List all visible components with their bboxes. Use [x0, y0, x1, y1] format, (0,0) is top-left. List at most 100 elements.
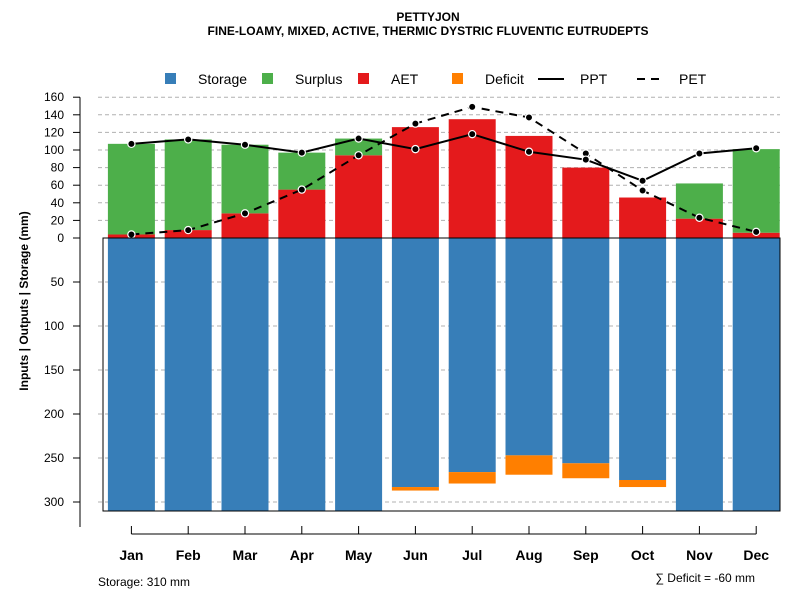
- surplus-bar: [164, 139, 212, 231]
- y-tick-label: 60: [51, 178, 65, 192]
- pet-point: [468, 102, 477, 112]
- ppt-point: [638, 176, 647, 185]
- pet-point: [297, 185, 306, 194]
- deficit-bar: [505, 455, 553, 475]
- storage-bar: [164, 238, 212, 511]
- storage-bar: [107, 238, 155, 511]
- storage-bar: [505, 238, 553, 456]
- x-tick-label-jul: Jul: [462, 547, 482, 563]
- ppt-point: [581, 155, 591, 164]
- aet-bar: [675, 218, 723, 238]
- surplus-legend-swatch: [262, 73, 273, 84]
- surplus-bar: [335, 138, 383, 156]
- x-tick-label-oct: Oct: [631, 547, 655, 563]
- aet-bar: [562, 167, 610, 238]
- pet-legend-label: PET: [679, 71, 707, 87]
- storage-bar: [335, 238, 383, 511]
- surplus-bar: [221, 144, 269, 214]
- deficit-legend-label: Deficit: [485, 71, 524, 87]
- aet-bar: [619, 197, 667, 238]
- chart-subtitle: FINE-LOAMY, MIXED, ACTIVE, THERMIC DYSTR…: [208, 24, 649, 38]
- ppt-point: [127, 139, 136, 149]
- ppt-point: [240, 140, 250, 149]
- storage-bar: [619, 238, 667, 480]
- ppt-point: [695, 149, 704, 158]
- aet-bar: [391, 127, 439, 238]
- aet-legend-label: AET: [391, 71, 419, 87]
- x-tick-label-feb: Feb: [176, 547, 201, 563]
- y-tick-label: 80: [51, 161, 65, 175]
- pet-point: [183, 225, 193, 235]
- x-tick-label-jan: Jan: [119, 547, 143, 563]
- y-tick-label: 160: [44, 90, 64, 104]
- x-tick-label-mar: Mar: [233, 547, 258, 563]
- y-tick-label: 120: [44, 125, 64, 139]
- x-tick-label-may: May: [345, 547, 372, 563]
- aet-legend-swatch: [358, 73, 369, 84]
- y-tick-label: 40: [51, 196, 65, 210]
- surplus-bar: [107, 143, 155, 235]
- axes: 0 20 40 60 80 100 120 140 160 50 100 150 200 250 300 Ja…: [44, 90, 781, 563]
- deficit-bar: [562, 463, 610, 479]
- storage-bar: [448, 238, 496, 473]
- ppt-point: [354, 134, 363, 143]
- ppt-legend-label: PPT: [580, 71, 608, 87]
- pet-point: [524, 113, 534, 122]
- storage-bar: [278, 238, 326, 511]
- y-tick-label: 300: [44, 495, 64, 509]
- storage-legend-swatch: [165, 73, 176, 84]
- surplus-bar: [732, 149, 780, 233]
- ppt-point: [524, 147, 534, 156]
- x-tick-label-jun: Jun: [403, 547, 428, 563]
- y-tick-label: 140: [44, 108, 64, 122]
- pet-point: [411, 119, 420, 128]
- surplus-bar: [278, 152, 326, 190]
- storage-bar: [221, 238, 269, 511]
- pet-point: [638, 186, 647, 195]
- x-tick-label-nov: Nov: [686, 547, 713, 563]
- pet-point: [354, 151, 363, 160]
- chart-title: PETTYJON: [396, 10, 459, 24]
- y-tick-label: 200: [44, 407, 64, 421]
- ppt-point: [297, 148, 306, 157]
- deficit-legend-swatch: [452, 73, 463, 84]
- aet-bar: [278, 189, 326, 238]
- bars: [107, 119, 780, 511]
- deficit-bar: [448, 472, 496, 484]
- pet-point: [240, 209, 250, 218]
- surplus-legend-label: Surplus: [295, 71, 342, 87]
- storage-bar: [391, 238, 439, 488]
- y-axis-label: Inputs | Outputs | Storage (mm): [17, 211, 31, 390]
- deficit-footnote: ∑ Deficit = -60 mm: [655, 571, 755, 585]
- pet-point: [752, 227, 761, 237]
- y-tick-label: 150: [44, 363, 64, 377]
- ppt-point: [752, 144, 761, 153]
- x-tick-label-aug: Aug: [515, 547, 542, 563]
- storage-legend-label: Storage: [198, 71, 247, 87]
- surplus-bar: [675, 183, 723, 219]
- y-tick-label: 250: [44, 451, 64, 465]
- pet-point: [695, 213, 704, 222]
- pet-point: [127, 230, 136, 239]
- y-tick-label: 100: [44, 319, 64, 333]
- y-tick-label: 100: [44, 143, 64, 157]
- pet-line: [131, 105, 757, 236]
- x-tick-label-apr: Apr: [290, 547, 315, 563]
- x-tick-label-sep: Sep: [573, 547, 599, 563]
- storage-footnote: Storage: 310 mm: [98, 575, 190, 589]
- deficit-bar: [391, 487, 439, 491]
- aet-bar: [335, 155, 383, 238]
- storage-bar: [675, 238, 723, 511]
- ppt-point: [411, 144, 420, 154]
- lines: [127, 102, 761, 239]
- storage-bar: [732, 238, 780, 511]
- y-tick-label: 50: [51, 275, 65, 289]
- deficit-bar: [619, 480, 667, 488]
- ppt-line: [131, 133, 757, 182]
- ppt-point: [183, 135, 193, 144]
- y-tick-label: 20: [51, 213, 65, 227]
- y-tick-label: 0: [57, 231, 64, 245]
- legend: Storage Surplus AET Deficit PPT PET: [165, 71, 707, 87]
- storage-bar: [562, 238, 610, 464]
